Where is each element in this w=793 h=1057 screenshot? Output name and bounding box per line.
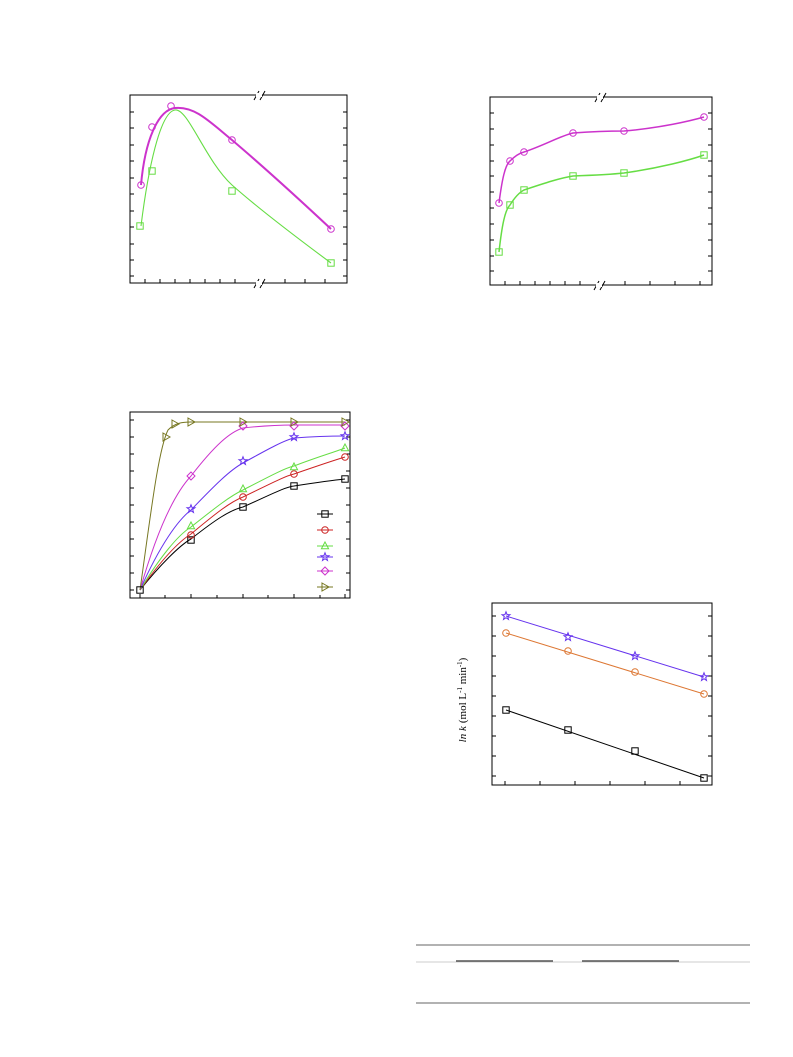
fit-line (505, 615, 705, 678)
label-unit: (mol L (457, 693, 469, 724)
label-unit: ) (457, 657, 469, 661)
curve (139, 424, 345, 591)
markers (162, 417, 350, 442)
table-rules (416, 944, 750, 1004)
markers (495, 151, 708, 256)
fit-line (505, 632, 705, 695)
curve (139, 447, 346, 591)
plot-frame (129, 94, 348, 284)
label-unit: min (457, 667, 469, 687)
figure-2 (489, 92, 713, 291)
curve (498, 116, 705, 204)
curve (139, 478, 346, 591)
label-sup: -1 (456, 687, 464, 693)
markers (186, 431, 350, 513)
ticks (130, 419, 350, 598)
figure-4: ln k(mol L-1 min-1) (456, 602, 713, 786)
ticks (130, 90, 347, 289)
figure-3 (129, 411, 351, 599)
figure-1 (129, 90, 348, 289)
plot-frame (491, 602, 713, 786)
ticks (492, 615, 712, 785)
markers (137, 102, 335, 233)
legend (317, 510, 333, 592)
label-symbol: ln k (457, 725, 469, 742)
markers (136, 167, 335, 267)
fit-line (505, 709, 705, 779)
curve (139, 456, 346, 591)
y-axis-label: ln k(mol L-1 min-1) (456, 657, 469, 742)
curve (140, 106, 332, 230)
curve (140, 109, 332, 264)
curve (498, 154, 705, 253)
label-sup: -1 (456, 661, 464, 667)
markers (186, 443, 350, 530)
curve (139, 421, 345, 591)
